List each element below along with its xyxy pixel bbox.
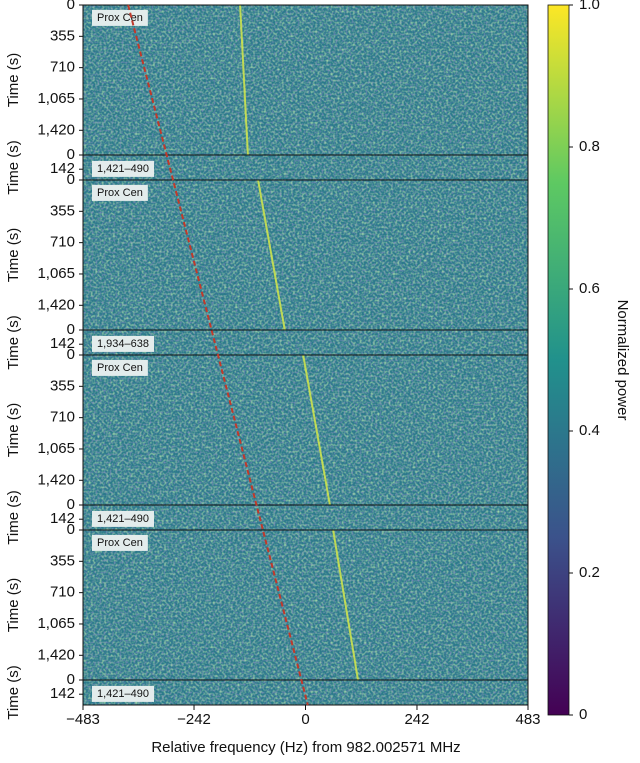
panel-noise	[83, 355, 528, 505]
panel: 0 355 710 1,065 1,420 Prox Cen Time (s)	[5, 171, 529, 331]
y-tick-label: 1,065	[37, 615, 75, 632]
signal-line	[302, 354, 331, 506]
colorbar-tick-label: 0.2	[579, 564, 600, 581]
x-tick-label: 242	[404, 711, 429, 728]
y-tick-label: 142	[50, 160, 75, 177]
y-tick-label: 0	[67, 671, 75, 688]
y-axis-label: Time (s)	[5, 315, 22, 369]
panel-label: Prox Cen	[97, 187, 143, 199]
colorbar-tick-label: 0.8	[579, 138, 600, 155]
colorbar-tick-label: 0.4	[579, 422, 600, 439]
y-axis-label: Time (s)	[5, 665, 22, 719]
drift-line	[127, 4, 309, 706]
panel-label-box	[92, 534, 148, 551]
panel-noise	[83, 530, 528, 680]
colorbar-tick-label: 0.6	[579, 280, 600, 297]
y-tick-label: 355	[50, 552, 75, 569]
panel-label: 1,421–490	[97, 688, 149, 700]
panel-label-box	[92, 184, 148, 201]
y-tick-label: 0	[67, 521, 75, 538]
x-tick-label: 483	[515, 711, 540, 728]
panel-noise	[83, 330, 528, 355]
y-tick-label: 0	[67, 496, 75, 513]
signal-line	[257, 179, 286, 331]
y-tick-label: 0	[67, 0, 75, 13]
colorbar-tick-label: 0	[579, 706, 587, 723]
y-tick-label: 0	[67, 346, 75, 363]
panel-noise	[83, 155, 528, 180]
y-tick-label: 710	[50, 584, 75, 601]
y-tick-label: 1,065	[37, 265, 75, 282]
panel: 0 355 710 1,065 1,420 Prox Cen Time (s)	[5, 346, 529, 506]
panel: 0 355 710 1,065 1,420 Prox Cen Time (s)	[5, 521, 529, 681]
signal-line	[239, 4, 249, 156]
y-tick-label: 1,420	[37, 471, 75, 488]
y-axis-label: Time (s)	[5, 228, 22, 282]
y-axis-label: Time (s)	[5, 578, 22, 632]
panel-noise	[83, 680, 528, 705]
colorbar-label: Normalized power	[614, 300, 631, 421]
y-tick-label: 710	[50, 409, 75, 426]
y-tick-label: 1,065	[37, 440, 75, 457]
y-tick-label: 142	[50, 510, 75, 527]
y-axis-label: Time (s)	[5, 140, 22, 194]
panel: 0 355 710 1,065 1,420 Prox Cen Time (s)	[5, 0, 529, 156]
x-axis-label: Relative frequency (Hz) from 982.002571 …	[151, 739, 460, 756]
panel-label: 1,421–490	[97, 513, 149, 525]
panel-noise	[83, 5, 528, 155]
y-axis-label: Time (s)	[5, 53, 22, 107]
panel-label: Prox Cen	[97, 362, 143, 374]
y-tick-label: 355	[50, 202, 75, 219]
x-tick-label: −483	[66, 711, 100, 728]
colorbar-tick-label: 1.0	[579, 0, 600, 13]
panel-label-box	[92, 335, 154, 352]
x-tick-label: 0	[301, 711, 309, 728]
y-axis-label: Time (s)	[5, 403, 22, 457]
y-tick-label: 710	[50, 234, 75, 251]
y-tick-label: 710	[50, 59, 75, 76]
y-tick-label: 0	[67, 146, 75, 163]
panel-label-box	[92, 160, 154, 177]
y-tick-label: 0	[67, 171, 75, 188]
y-tick-label: 0	[67, 321, 75, 338]
panel-label: 1,421–490	[97, 163, 149, 175]
panel-label: Prox Cen	[97, 12, 143, 24]
panel-label-box	[92, 359, 148, 376]
y-tick-label: 142	[50, 335, 75, 352]
panel-label-box	[92, 9, 148, 26]
y-tick-label: 1,420	[37, 296, 75, 313]
y-tick-label: 355	[50, 377, 75, 394]
colorbar	[547, 4, 570, 716]
x-tick-label: −242	[177, 711, 211, 728]
y-tick-label: 1,420	[37, 121, 75, 138]
panel-label-box	[92, 685, 154, 702]
y-tick-label: 142	[50, 685, 75, 702]
signal-line	[332, 529, 360, 681]
y-tick-label: 355	[50, 27, 75, 44]
y-axis-label: Time (s)	[5, 490, 22, 544]
panel-label-box	[92, 510, 154, 527]
panel-noise	[83, 180, 528, 330]
panel-label: 1,934–638	[97, 338, 149, 350]
panel-label: Prox Cen	[97, 537, 143, 549]
y-tick-label: 1,065	[37, 90, 75, 107]
y-tick-label: 1,420	[37, 646, 75, 663]
panel-noise	[83, 505, 528, 530]
